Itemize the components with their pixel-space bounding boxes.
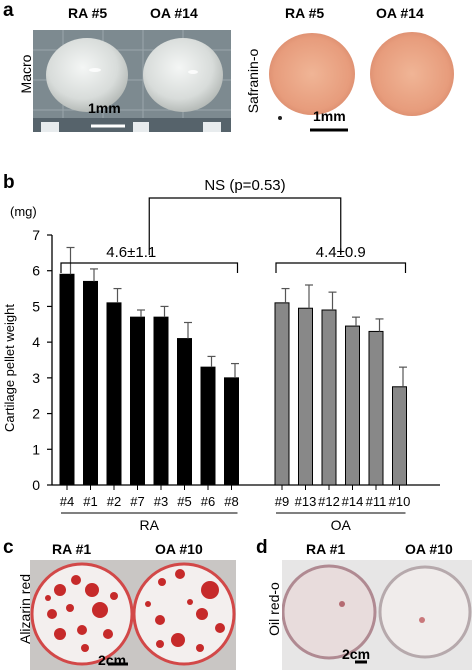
bar-oa: [321, 309, 337, 486]
y-tick-label: 7: [32, 227, 40, 243]
y-tick-label: 1: [32, 441, 40, 457]
alizarin-label-ra: RA #1: [52, 541, 92, 557]
x-tick-label: #2: [107, 494, 121, 509]
oilred-label-ra: RA #1: [306, 541, 346, 557]
macro-scale-label: 1mm: [88, 100, 121, 116]
bar-oa: [274, 302, 290, 486]
stain-label-ra: RA #5: [285, 5, 325, 21]
alizarin-dish-oa: [132, 562, 236, 666]
y-tick-label: 3: [32, 370, 40, 386]
bar-ra: [59, 273, 75, 486]
y-tick-label: 2: [32, 406, 40, 422]
x-tick-label: #1: [83, 494, 97, 509]
bar-oa: [345, 325, 360, 486]
macro-label-oa: OA #14: [150, 5, 198, 21]
x-tick-label: #8: [224, 494, 238, 509]
macro-pellet-ra: [46, 38, 128, 112]
oilred-scale-label: 2cm: [342, 646, 371, 662]
panel-c-letter: c: [3, 537, 14, 558]
x-tick-label: #9: [275, 494, 289, 509]
bar-ra: [177, 338, 192, 486]
macro-side-label: Macro: [18, 54, 34, 94]
y-tick-label: 5: [32, 298, 40, 314]
x-tick-label: #13: [295, 494, 317, 509]
bar-ra: [153, 316, 169, 486]
panel-a-letter: a: [3, 0, 14, 21]
safranin-scale-label: 1mm: [313, 108, 346, 124]
safranin-photo: [262, 28, 472, 133]
alizarin-scale-label: 2cm: [98, 652, 127, 668]
bar-oa: [298, 307, 313, 486]
alizarin-label-oa: OA #10: [155, 541, 203, 557]
x-tick-label: #14: [342, 494, 364, 509]
summary-label: 4.6±1.1: [106, 244, 156, 261]
x-tick-label: #7: [130, 494, 144, 509]
y-tick-label: 4: [32, 334, 40, 350]
macro-photo: [33, 30, 231, 132]
group-label: OA: [331, 517, 352, 533]
y-axis-title: Cartilage pellet weight: [2, 304, 17, 432]
summary-bracket: [60, 262, 239, 273]
stain-side-label: Safranin-o: [245, 48, 261, 114]
oilred-side-label: Oil red-o: [266, 582, 282, 636]
bar-ra: [200, 366, 216, 486]
comparison-bracket: [148, 197, 342, 255]
bar-oa: [392, 386, 407, 486]
bar-ra: [130, 316, 145, 486]
bar-oa: [368, 330, 384, 486]
x-tick-label: #10: [389, 494, 411, 509]
stain-label-oa: OA #14: [376, 5, 424, 21]
safranin-pellet-ra: [269, 33, 355, 115]
macro-label-ra: RA #5: [68, 5, 108, 21]
x-tick-label: #6: [201, 494, 215, 509]
bar-ra: [224, 377, 239, 486]
x-tick-label: #3: [154, 494, 168, 509]
safranin-pellet-oa: [370, 32, 454, 116]
panel-d-letter: d: [256, 537, 268, 558]
x-tick-label: #5: [177, 494, 191, 509]
group-label: RA: [140, 517, 160, 533]
alizarin-photo: [30, 560, 236, 670]
oilred-dish-oa: [378, 565, 472, 659]
comparison-label: NS (p=0.53): [204, 177, 285, 194]
bar-ra: [106, 302, 122, 486]
bar-ra: [83, 280, 98, 486]
y-tick-label: 0: [32, 477, 40, 493]
macro-pellet-oa: [143, 38, 223, 112]
x-tick-label: #11: [366, 494, 387, 509]
y-tick-label: 6: [32, 263, 40, 279]
summary-bracket: [275, 262, 407, 273]
panel-b-letter: b: [3, 172, 15, 193]
oilred-dish-ra: [282, 564, 377, 660]
oilred-label-oa: OA #10: [405, 541, 453, 557]
y-unit-label: (mg): [10, 204, 37, 219]
x-tick-label: #12: [318, 494, 340, 509]
oilred-photo: [282, 560, 472, 670]
x-tick-label: #4: [60, 494, 74, 509]
weight-chart: 0 1 2 3 4 5 6 7 (mg) Cartilage pellet weight #4 #1 #…: [2, 177, 440, 533]
